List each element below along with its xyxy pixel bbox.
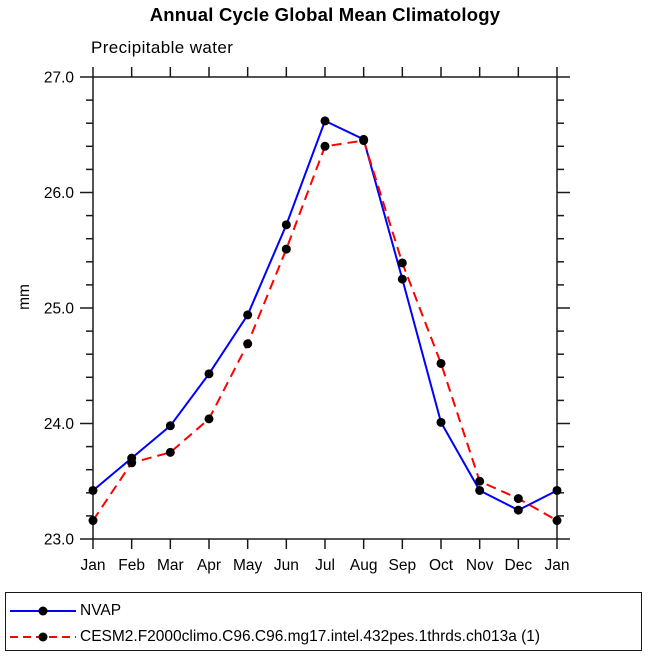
svg-text:Jan: Jan: [81, 557, 106, 574]
svg-text:27.0: 27.0: [44, 70, 75, 87]
svg-text:26.0: 26.0: [44, 185, 75, 202]
svg-text:Mar: Mar: [157, 557, 184, 574]
legend-swatch-dashed-line-icon: [10, 632, 76, 641]
svg-text:Oct: Oct: [429, 557, 454, 574]
chart-subtitle: Precipitable water: [91, 38, 234, 57]
svg-text:May: May: [233, 557, 263, 574]
svg-text:Jun: Jun: [274, 557, 299, 574]
legend-swatch-solid-line-icon: [10, 606, 76, 615]
svg-text:Aug: Aug: [350, 557, 378, 574]
svg-text:Feb: Feb: [118, 557, 145, 574]
chart-title: Annual Cycle Global Mean Climatology: [149, 4, 501, 25]
svg-text:Jul: Jul: [315, 557, 335, 574]
legend-box: NVAP CESM2.F2000climo.C96.C96.mg17.intel…: [5, 592, 642, 651]
svg-text:Dec: Dec: [505, 557, 533, 574]
svg-text:23.0: 23.0: [44, 532, 75, 549]
svg-text:Nov: Nov: [466, 557, 494, 574]
svg-text:25.0: 25.0: [44, 301, 75, 318]
plot-area: Jan Feb Mar Apr May Jun Jul Aug Sep Oct Nov Dec Jan 2…: [44, 67, 570, 574]
svg-text:24.0: 24.0: [44, 416, 75, 433]
svg-text:Apr: Apr: [197, 557, 221, 574]
legend-item-cesm2: CESM2.F2000climo.C96.C96.mg17.intel.432p…: [8, 624, 641, 649]
legend-label-nvap: NVAP: [80, 601, 122, 619]
svg-text:Jan: Jan: [545, 557, 570, 574]
legend-label-cesm2: CESM2.F2000climo.C96.C96.mg17.intel.432p…: [80, 627, 541, 645]
svg-text:Sep: Sep: [389, 557, 417, 574]
legend-item-nvap: NVAP: [8, 598, 641, 623]
